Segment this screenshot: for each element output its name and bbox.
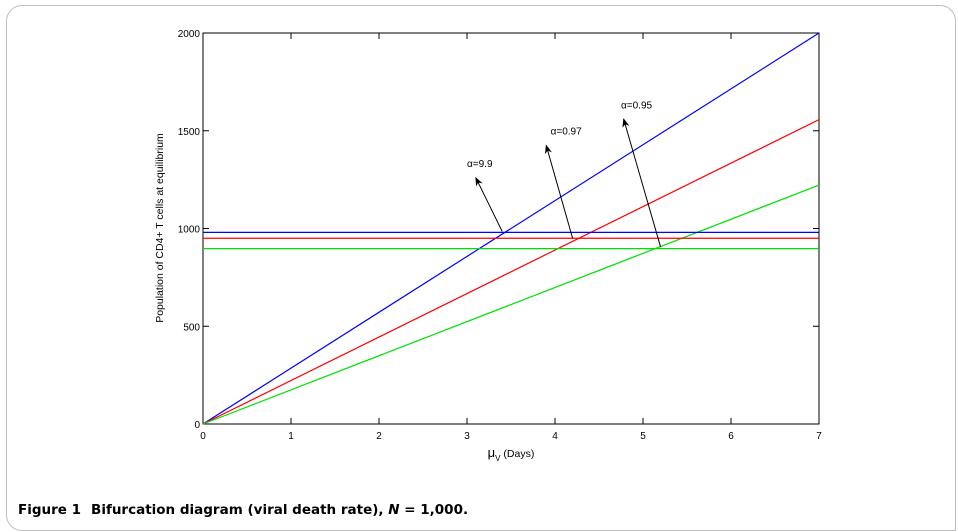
x-tick-label: 0 bbox=[200, 431, 206, 442]
x-tick-label: 6 bbox=[728, 431, 734, 442]
bifurcation-chart: 0 1 2 3 4 5 6 7 0 500 1000 1500 2000 α=9.9 α=0.97 α=0.… bbox=[154, 29, 822, 463]
y-tick-label: 2000 bbox=[178, 29, 201, 40]
x-tick-label: 7 bbox=[816, 431, 822, 442]
figure-caption-text: Bifurcation diagram (viral death rate), bbox=[91, 502, 389, 518]
y-tick-label: 500 bbox=[183, 322, 200, 333]
annotation-label-2: α=0.97 bbox=[551, 127, 583, 138]
x-tick-label: 1 bbox=[288, 431, 294, 442]
figure-frame bbox=[6, 5, 956, 531]
figure-caption-tail: = 1,000. bbox=[399, 502, 469, 518]
annotation-arrow-3 bbox=[622, 118, 662, 248]
x-axis-label: μV (Days) bbox=[488, 445, 535, 463]
x-tick-label: 2 bbox=[376, 431, 382, 442]
series-line-sloped-1 bbox=[202, 32, 820, 425]
figure-caption-label: Figure 1 bbox=[18, 502, 82, 518]
axis-ticks: 0 1 2 3 4 5 6 7 0 500 1000 1500 2000 bbox=[178, 29, 822, 442]
x-tick-label: 3 bbox=[464, 431, 470, 442]
series-line-sloped-2 bbox=[202, 119, 820, 425]
figure-caption: Figure 1 Bifurcation diagram (viral death… bbox=[18, 502, 468, 518]
x-axis-label-unit: (Days) bbox=[501, 448, 535, 460]
annotations: α=9.9 α=0.97 α=0.95 bbox=[467, 100, 662, 248]
annotation-arrow-2 bbox=[544, 144, 574, 239]
annotation-arrow-1 bbox=[475, 176, 503, 232]
annotation-label-1: α=9.9 bbox=[467, 159, 493, 170]
x-tick-label: 5 bbox=[640, 431, 646, 442]
figure-caption-n: N bbox=[388, 502, 400, 518]
annotation-label-3: α=0.95 bbox=[621, 100, 653, 111]
series-lines bbox=[202, 32, 820, 425]
x-axis-label-sub: V bbox=[495, 454, 501, 463]
x-tick-label: 4 bbox=[552, 431, 558, 442]
x-axis-label-main: μ bbox=[488, 445, 496, 460]
y-tick-label: 1000 bbox=[178, 225, 201, 236]
y-axis-label: Population of CD4+ T cells at equilibriu… bbox=[154, 133, 166, 323]
y-tick-label: 1500 bbox=[178, 127, 201, 138]
series-line-sloped-3 bbox=[202, 184, 820, 425]
y-tick-label: 0 bbox=[194, 420, 200, 431]
